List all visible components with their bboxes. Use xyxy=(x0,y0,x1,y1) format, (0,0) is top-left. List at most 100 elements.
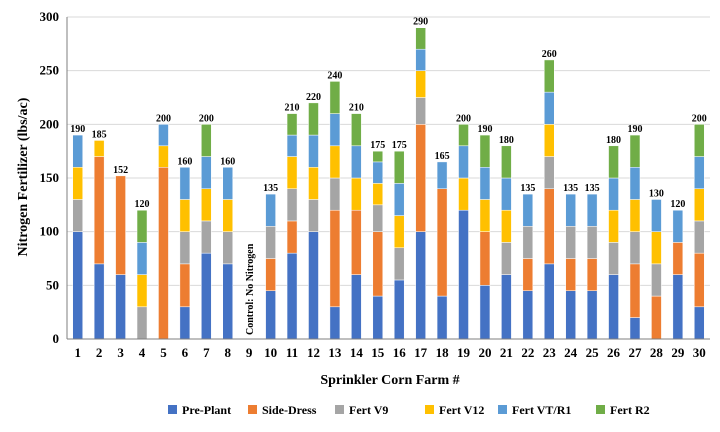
bar-segment xyxy=(372,295,384,340)
bar-segment xyxy=(179,231,191,265)
bar-segment xyxy=(608,145,619,179)
x-tick-label: 26 xyxy=(607,345,621,360)
legend-swatch xyxy=(168,405,177,414)
bar-segment xyxy=(544,59,555,93)
bar-segment xyxy=(351,274,362,340)
bar-segment xyxy=(222,167,233,200)
bar-segment xyxy=(286,134,298,157)
bar-total-label: 180 xyxy=(499,135,514,146)
bar-total-label: 210 xyxy=(285,103,300,114)
bar-segment xyxy=(608,242,619,275)
x-tick-label: 29 xyxy=(671,345,685,360)
legend-swatch xyxy=(335,405,344,414)
bar-segment xyxy=(479,285,491,340)
bar-segment xyxy=(501,242,512,275)
y-tick-label: 100 xyxy=(40,224,60,239)
bar-segment xyxy=(93,263,105,340)
bar-segment xyxy=(415,48,426,71)
bar-segment xyxy=(479,134,491,168)
bar-segment xyxy=(351,145,362,179)
bar-segment xyxy=(265,193,276,227)
legend-swatch xyxy=(425,405,434,414)
bar-segment xyxy=(415,231,426,340)
legend-label: Side-Dress xyxy=(262,403,317,417)
legend-label: Fert VT/R1 xyxy=(512,403,571,417)
bar-segment xyxy=(694,124,705,157)
bar-segment xyxy=(672,242,684,275)
bar-total-label: 190 xyxy=(70,124,85,135)
x-tick-label: 27 xyxy=(628,345,642,360)
x-tick-label: 16 xyxy=(393,345,407,360)
bar-segment xyxy=(501,145,512,179)
bar-total-label: 180 xyxy=(606,135,621,146)
bar-segment xyxy=(179,199,191,232)
bar-segment xyxy=(158,167,169,340)
bar-segment xyxy=(586,290,598,340)
bar-segment xyxy=(629,231,641,265)
bar-segment xyxy=(565,290,576,340)
x-tick-label: 5 xyxy=(160,345,167,360)
bar-segment xyxy=(329,145,341,179)
bar-total-label: 120 xyxy=(670,199,685,210)
bar-segment xyxy=(158,124,169,147)
bar-segment xyxy=(522,290,534,340)
legend-label: Fert V9 xyxy=(349,403,388,417)
bar-segment xyxy=(136,274,148,308)
bar-segment xyxy=(544,124,555,157)
bar-segment xyxy=(372,161,384,184)
bar-segment xyxy=(308,134,319,168)
bar-segment xyxy=(351,177,362,211)
bar-segment xyxy=(179,306,191,340)
bar-total-label: 165 xyxy=(435,151,450,162)
bar-segment xyxy=(222,231,233,265)
x-tick-label: 7 xyxy=(203,345,210,360)
x-tick-label: 25 xyxy=(586,345,600,360)
bar-segment xyxy=(586,193,598,227)
x-tick-label: 20 xyxy=(478,345,491,360)
bar-segment xyxy=(72,134,83,168)
bar-segment xyxy=(372,150,384,163)
bar-segment xyxy=(393,279,405,340)
bar-total-label: 200 xyxy=(199,113,214,124)
x-tick-label: 28 xyxy=(650,345,664,360)
bar-segment xyxy=(544,91,555,125)
bar-total-label: 290 xyxy=(413,17,428,28)
bar-total-label: 130 xyxy=(649,188,664,199)
bar-segment xyxy=(415,27,426,50)
bar-segment xyxy=(286,188,298,222)
bar-segment xyxy=(479,167,491,200)
bar-segment xyxy=(179,167,191,200)
bar-segment xyxy=(201,188,212,222)
x-tick-label: 4 xyxy=(139,345,146,360)
x-tick-label: 15 xyxy=(371,345,385,360)
bar-segment xyxy=(179,263,191,308)
y-tick-label: 150 xyxy=(40,170,60,185)
bar-segment xyxy=(608,274,619,340)
bar-total-label: 160 xyxy=(177,156,192,167)
y-tick-label: 50 xyxy=(46,277,59,292)
bar-segment xyxy=(544,156,555,189)
x-tick-label: 14 xyxy=(350,345,364,360)
bar-segment xyxy=(265,226,276,259)
bar-segment xyxy=(522,226,534,259)
bar-segment xyxy=(415,124,426,232)
bar-total-label: 175 xyxy=(392,140,407,151)
bar-segment xyxy=(501,209,512,243)
x-axis-title: Sprinkler Corn Farm # xyxy=(320,373,459,388)
y-tick-labels: 0 50 100 150 200 250 300 xyxy=(40,9,60,346)
y-tick-label: 0 xyxy=(53,331,60,346)
bar-segment xyxy=(522,193,534,227)
bar-total-label: 135 xyxy=(263,183,278,194)
bar-total-label: 220 xyxy=(306,92,321,103)
y-axis-title: Nitrogen Fertilizer (lbs/ac) xyxy=(16,97,31,256)
bar-total-label: 260 xyxy=(542,49,557,60)
control-annotation: Control: No Nitrogen xyxy=(245,243,256,335)
bar-segment xyxy=(393,183,405,216)
legend-label: Fert R2 xyxy=(610,403,650,417)
bars xyxy=(72,27,705,340)
bar-segment xyxy=(329,209,341,308)
bar-total-label: 135 xyxy=(520,183,535,194)
bar-segment xyxy=(586,258,598,291)
